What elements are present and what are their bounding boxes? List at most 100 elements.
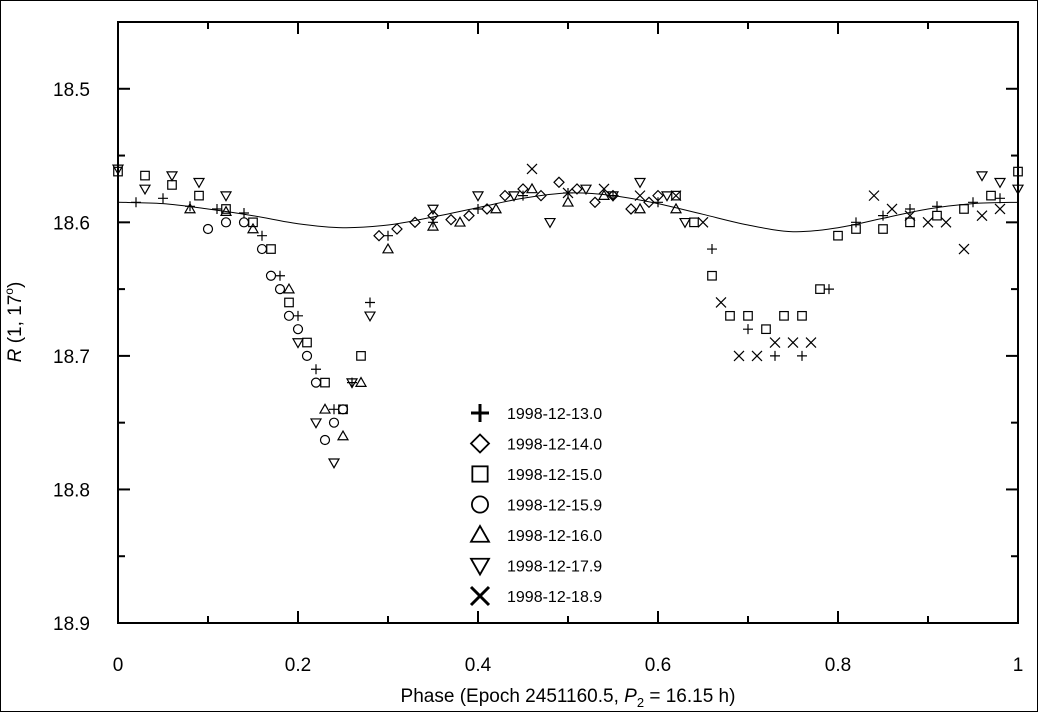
data-point-plus [995,193,1005,204]
data-point-plus [518,190,528,201]
data-point-cross [526,163,538,175]
data-point-triangle-down [579,184,593,196]
data-points [111,163,1025,469]
data-point-triangle-down [993,177,1007,189]
x-tick-label: 0.6 [645,655,671,676]
data-point-plus [824,284,834,295]
data-point-diamond [625,203,637,215]
data-point-triangle-down [660,191,674,202]
legend-label: 1998-12-14.0 [507,437,602,454]
data-point-square [689,217,699,228]
legend-marker-triangle-up [469,524,491,543]
data-point-plus [311,364,321,375]
legend-label: 1998-12-15.9 [507,498,602,515]
data-point-square [725,310,735,321]
data-point-cross [715,297,727,308]
data-point-triangle-up [525,182,539,194]
data-point-cross [787,337,799,348]
data-point-triangle-down [111,164,125,176]
data-point-square [959,204,969,214]
data-point-circle [310,377,322,388]
data-point-triangle-down [165,171,179,182]
data-point-diamond [535,189,547,202]
data-point-cross [904,210,916,222]
axis-ticks [117,22,1019,624]
data-point-plus [932,201,942,212]
series-1998-12-15.0 [113,166,1023,415]
legend-marker-cross [469,585,491,607]
data-point-circle [292,324,304,335]
data-point-cross [886,203,898,215]
data-point-square [140,170,150,181]
data-point-triangle-down [309,418,323,429]
data-point-square [743,310,753,321]
legend-label: 1998-12-16.0 [507,528,602,545]
data-point-triangle-up [597,189,611,200]
data-point-plus [329,404,339,415]
data-point-cross [922,216,934,228]
data-point-circle [328,417,340,428]
data-point-cross [868,190,880,202]
data-point-square [779,310,789,321]
data-point-triangle-down [975,171,989,182]
data-point-circle [301,350,313,361]
data-point-triangle-down [192,177,206,189]
data-point-square [356,351,366,361]
data-point-plus [257,230,267,241]
data-point-plus [293,310,303,321]
data-point-diamond [571,183,583,195]
data-point-square [833,230,843,241]
legend-marker-plus [471,404,489,422]
data-point-plus [275,270,285,281]
data-point-diamond [643,196,655,209]
series-1998-12-18.9 [526,163,1006,362]
data-point-triangle-down [1011,184,1025,196]
data-point-square [671,190,681,201]
y-tick-label: 18.7 [53,347,90,368]
x-tick-label: 0.4 [465,655,492,676]
data-point-triangle-up [183,202,197,214]
y-tick-label: 18.5 [53,80,90,101]
data-point-triangle-down [345,378,359,389]
legend-marker-diamond [469,433,491,454]
data-point-diamond [499,189,511,202]
data-point-square [878,224,888,234]
data-point-square [284,297,294,308]
data-point-diamond [445,213,457,226]
data-point-triangle-up [354,376,368,387]
data-point-cross [994,203,1006,215]
data-point-square [932,210,942,221]
data-point-square [194,190,204,201]
data-point-plus [905,203,915,214]
x-tick-label: 0.2 [285,655,311,676]
x-tick-label: 0 [113,655,124,676]
data-point-cross [940,216,952,228]
data-point-triangle-up [426,220,440,231]
data-point-diamond [373,229,385,242]
data-point-plus [851,217,861,228]
data-point-triangle-up [489,202,503,214]
x-tick-label: 0.8 [825,655,851,676]
data-point-plus [770,350,780,361]
series-1998-12-17.9 [111,164,1025,469]
x-tick-label: 1 [1013,655,1024,676]
data-point-plus [743,324,753,335]
data-point-cross [751,350,763,362]
series-1998-12-16.0 [183,182,683,441]
data-point-cross [733,350,745,362]
data-point-plus [968,197,978,208]
data-point-triangle-down [471,191,485,202]
data-point-circle [319,434,331,446]
legend-marker-circle [470,495,489,514]
data-point-square [986,190,996,201]
y-tick-label: 18.6 [53,213,90,234]
data-point-triangle-up [381,242,395,254]
data-point-triangle-up [669,202,683,214]
data-point-diamond [409,216,421,229]
data-point-cross [976,210,988,222]
data-point-triangle-down [327,458,341,469]
data-point-plus [239,207,249,218]
data-point-triangle-up [453,216,467,227]
data-point-diamond [589,196,601,209]
